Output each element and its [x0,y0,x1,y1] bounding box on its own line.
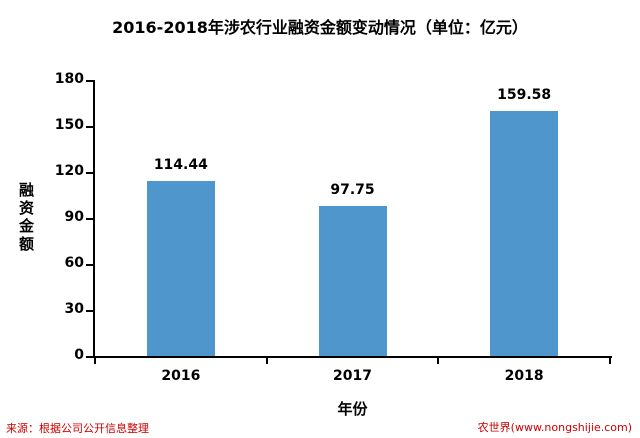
bar-value-label: 114.44 [153,156,208,173]
y-tick-mark [86,310,93,312]
x-tick-mark [265,356,268,364]
x-tick-label: 2016 [161,368,201,384]
y-tick-mark [86,218,93,220]
y-axis-line [93,80,95,358]
site-watermark: 农世界(www.nongshijie.com) [477,421,632,434]
x-tick-label: 2017 [333,368,372,384]
bar [318,206,387,356]
x-axis-line [93,356,612,358]
x-tick-mark [609,356,611,364]
y-tick-label: 90 [64,209,84,225]
chart-title: 2016-2018年涉农行业融资金额变动情况（单位：亿元） [112,18,528,37]
y-tick-label: 30 [64,301,84,317]
bar [490,111,559,356]
x-tick-mark [94,356,96,364]
y-tick-mark [86,264,93,266]
y-tick-mark [86,126,93,128]
bar-value-label: 97.75 [330,182,375,199]
x-tick-mark [437,356,440,364]
x-axis-title: 年份 [337,400,368,418]
y-tick-label: 180 [54,71,84,87]
y-tick-mark [86,172,93,174]
bar [146,180,215,356]
y-tick-label: 0 [74,347,84,363]
bar-value-label: 159.58 [497,87,552,104]
y-tick-label: 150 [54,117,84,133]
y-axis-title: 融资金额 [17,182,35,254]
y-tick-label: 120 [54,163,84,179]
x-tick-label: 2018 [504,368,544,384]
y-tick-mark [86,356,93,358]
source-note: 来源：根据公司公开信息整理 [6,422,149,435]
y-tick-label: 60 [64,255,84,271]
y-tick-mark [86,80,93,82]
